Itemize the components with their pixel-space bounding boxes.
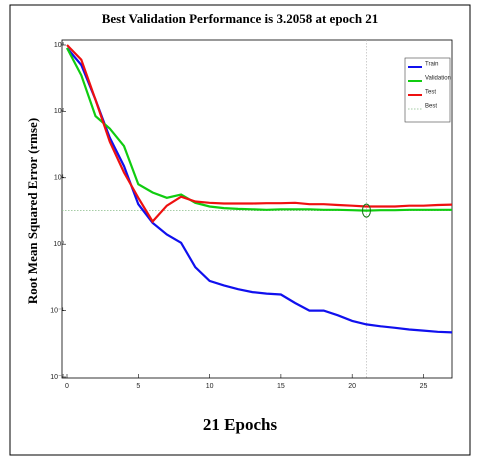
series-line — [66, 47, 452, 212]
x-axis-label: 21 Epochs — [203, 415, 278, 434]
y-tick-label: 10⁻¹ — [50, 307, 64, 314]
y-tick-label: 10² — [54, 108, 65, 115]
legend-label: Train — [425, 62, 438, 68]
legend-label: Best — [425, 104, 437, 110]
x-tick-label: 10 — [206, 383, 214, 390]
x-tick-label: 25 — [420, 383, 428, 390]
legend-box — [404, 57, 451, 123]
legend-label: Validation — [425, 76, 451, 82]
y-tick-label: 10⁰ — [53, 240, 64, 248]
y-axis-label: Root Mean Squared Error (rmse) — [25, 118, 40, 304]
best-marker — [361, 203, 371, 218]
legend-label: Test — [425, 90, 436, 96]
x-tick-label: 15 — [277, 383, 285, 390]
y-tick-label: 10³ — [54, 42, 65, 49]
y-tick-label: 10⁻² — [50, 374, 64, 381]
x-tick-label: 0 — [65, 383, 69, 390]
chart-title: Best Validation Performance is 3.2058 at… — [102, 11, 379, 26]
x-tick-label: 20 — [348, 383, 356, 390]
series-line — [66, 44, 453, 224]
y-tick-label: 10¹ — [54, 175, 65, 182]
x-tick-label: 5 — [136, 383, 140, 390]
